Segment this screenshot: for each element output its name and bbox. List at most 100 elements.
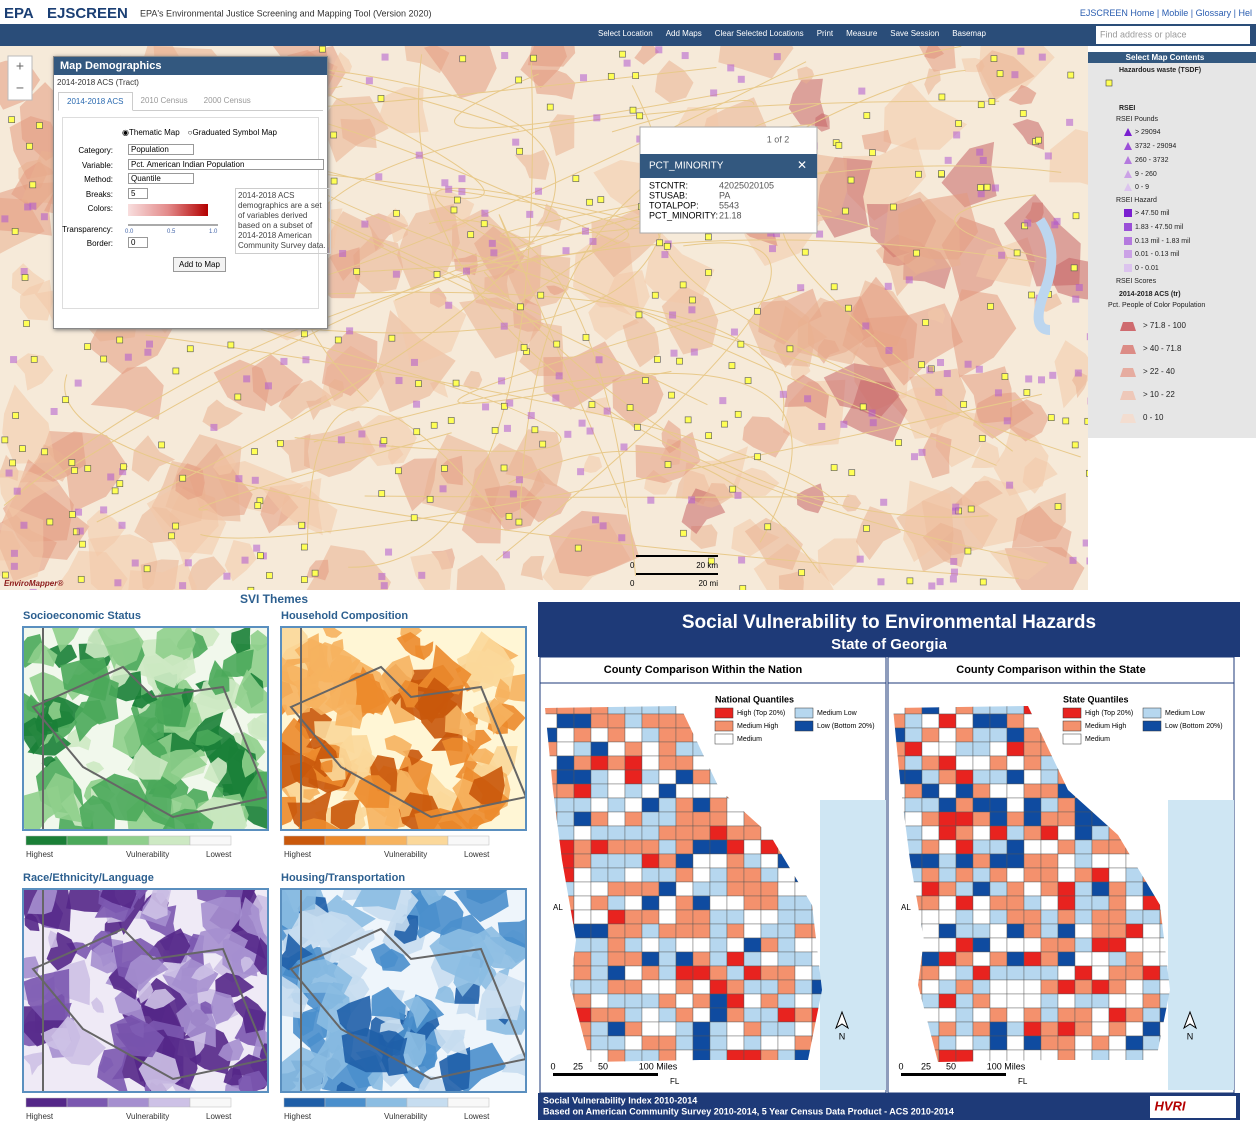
county (938, 881, 957, 897)
button[interactable]: Add to Map (173, 257, 226, 272)
county (1006, 713, 1025, 729)
rsei-site (991, 184, 999, 192)
hvri-text: HVRI (1154, 1098, 1185, 1113)
tsdf-site (447, 417, 455, 424)
county (624, 881, 643, 897)
tsdf-site (938, 93, 946, 101)
popup-header (640, 154, 817, 178)
scale-label: 20 mi (698, 579, 718, 588)
popup-close[interactable]: ✕ (797, 158, 807, 172)
county (921, 769, 940, 785)
county (1023, 853, 1042, 869)
county (972, 825, 991, 841)
county (556, 755, 575, 771)
rsei-site (114, 579, 122, 587)
county (641, 769, 660, 785)
tsdf-site (77, 575, 85, 583)
select[interactable]: Quantile (128, 173, 194, 184)
county (1108, 965, 1127, 981)
tab[interactable]: 2010 Census (140, 96, 188, 105)
county (1006, 727, 1025, 743)
header-link[interactable]: Mobile (1161, 8, 1189, 18)
county (692, 895, 711, 911)
county (921, 783, 940, 799)
county (938, 727, 957, 743)
tsdf-site (330, 177, 338, 185)
color-ramp[interactable] (128, 204, 208, 216)
legend-symbol (1120, 368, 1136, 377)
rsei-site (769, 245, 777, 253)
tsdf-site (754, 453, 761, 461)
tsdf-site (1001, 373, 1009, 380)
county (1040, 895, 1059, 911)
map-region (213, 453, 237, 476)
tsdf-site (459, 55, 467, 63)
svi-scale-label: Lowest (206, 1112, 232, 1121)
zoom-control[interactable] (7, 55, 33, 101)
map-region (424, 46, 497, 99)
rsei-site (603, 407, 611, 415)
tsdf-site (450, 206, 458, 214)
toolbar-button[interactable]: Print (816, 29, 834, 38)
county (573, 741, 592, 757)
river (1033, 217, 1057, 335)
tsdf-site (454, 196, 461, 204)
tab[interactable]: 2014-2018 ACS (58, 92, 133, 111)
popup-pager[interactable]: 1 of 2 (767, 134, 790, 144)
county (938, 741, 957, 757)
county (955, 923, 974, 939)
tsdf-site (330, 131, 337, 139)
map-region (548, 510, 640, 577)
county (938, 979, 957, 995)
toolbar-button[interactable]: Add Maps (665, 29, 702, 38)
county (938, 713, 957, 729)
county (641, 867, 660, 883)
select[interactable]: 5 (128, 187, 148, 199)
county (1040, 993, 1059, 1009)
county (1006, 755, 1025, 771)
slider[interactable] (128, 224, 218, 226)
select[interactable]: Population (128, 144, 194, 155)
rsei-site (375, 173, 383, 181)
tsdf-site (632, 72, 639, 79)
tsdf-site (1086, 469, 1088, 477)
select[interactable]: 0 (128, 237, 148, 248)
county (972, 1035, 991, 1051)
map-region (230, 627, 251, 654)
county (658, 993, 677, 1009)
select[interactable]: Pct. American Indian Population (128, 158, 324, 170)
county (658, 937, 677, 953)
map-region (238, 1070, 268, 1092)
map-region (114, 986, 147, 1025)
county (938, 895, 957, 911)
toolbar-button[interactable]: Select Location (598, 29, 653, 38)
toolbar-button[interactable]: Save Session (890, 29, 940, 38)
county (624, 839, 643, 855)
radio[interactable]: ○ (187, 128, 193, 137)
county (1023, 895, 1042, 911)
county (1108, 1035, 1127, 1051)
toolbar-button[interactable]: Measure (846, 29, 878, 38)
toolbar-button[interactable]: Basemap (952, 29, 986, 38)
county (989, 937, 1008, 953)
map-region (583, 455, 603, 473)
search-box[interactable] (1096, 26, 1250, 44)
county (590, 783, 609, 799)
tsdf-site (254, 502, 262, 509)
county (692, 867, 711, 883)
county (1091, 825, 1110, 841)
map-region (191, 962, 215, 981)
county (1023, 755, 1042, 771)
county (607, 951, 626, 967)
radio[interactable]: ◉ (122, 128, 129, 137)
header-link[interactable]: EJSCREEN Home (1079, 8, 1155, 18)
tab[interactable]: 2000 Census (203, 96, 251, 105)
map-region (143, 717, 159, 730)
rsei-site (1053, 217, 1061, 225)
county (692, 979, 711, 995)
header-link[interactable]: Glossary (1195, 8, 1232, 18)
tsdf-site (668, 391, 675, 399)
county (938, 1007, 957, 1023)
toolbar-button[interactable]: Clear Selected Locations (714, 29, 804, 38)
header-link[interactable]: Hel (1238, 8, 1252, 18)
